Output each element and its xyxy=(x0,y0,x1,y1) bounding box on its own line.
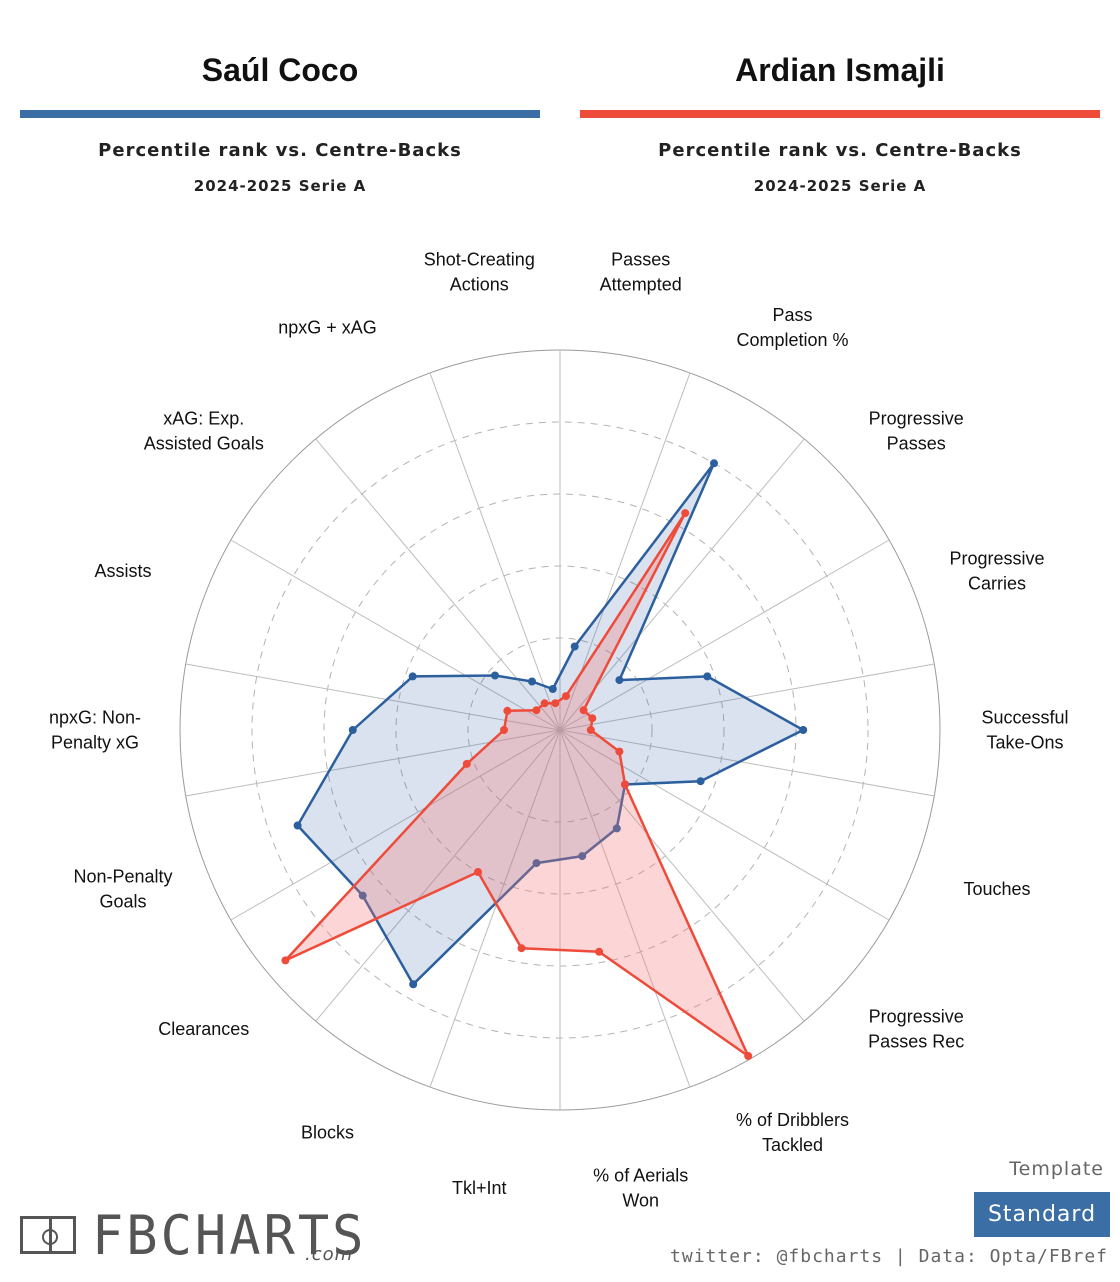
series-point xyxy=(409,980,418,989)
series-point xyxy=(500,726,508,734)
series-point xyxy=(615,747,624,756)
radar-divider xyxy=(559,729,890,921)
player-color-bar-right xyxy=(580,110,1100,118)
radar-divider xyxy=(315,729,561,1022)
series-point xyxy=(503,706,512,715)
radar-divider xyxy=(559,663,935,731)
series-point xyxy=(570,642,579,651)
radar-divider xyxy=(185,729,561,797)
player-title-left: Saúl Coco xyxy=(201,52,359,88)
subtitle-right: Percentile rank vs. Centre-Backs xyxy=(658,140,1022,161)
axis-label: npxG + xAG xyxy=(278,317,377,337)
axis-label: npxG: Non-Penalty xG xyxy=(49,708,141,753)
radar-divider xyxy=(429,729,561,1088)
axis-label: % of Aerials Won xyxy=(593,1165,688,1210)
series-point xyxy=(612,824,621,833)
series-point xyxy=(744,1052,753,1060)
axis-label: Clearances xyxy=(158,1019,249,1039)
axis-label: Tkl+Int xyxy=(452,1178,507,1198)
axis-label: Progressive Carries xyxy=(949,549,1044,594)
series-point xyxy=(474,868,482,876)
player-title-right: Ardian Ismajli xyxy=(735,52,945,88)
axis-label: Non-Penalty Goals xyxy=(73,867,172,912)
season-left: 2024-2025 Serie A xyxy=(193,177,367,195)
series-point xyxy=(358,891,367,900)
player-color-bar-left xyxy=(20,110,540,118)
series-point xyxy=(615,676,624,685)
series-point xyxy=(562,692,570,701)
axis-label: Successful Take-Ons xyxy=(981,708,1068,753)
radar-divider xyxy=(185,663,561,731)
footer-credit: twitter: @fbcharts | Data: Opta/FBref xyxy=(670,1246,1108,1267)
axis-label: Progressive Passes xyxy=(869,409,964,454)
series-point xyxy=(578,852,587,861)
template-button[interactable]: Standard xyxy=(974,1192,1110,1237)
radar-divider xyxy=(559,729,935,797)
series-point xyxy=(588,714,597,723)
series-point xyxy=(621,780,629,789)
radar-divider xyxy=(559,438,805,731)
axis-label: Pass Completion % xyxy=(736,305,848,350)
axis-label: % of Dribblers Tackled xyxy=(736,1110,849,1155)
logo-suffix: .com xyxy=(305,1244,354,1265)
series-point xyxy=(703,672,712,681)
subtitle-left: Percentile rank vs. Centre-Backs xyxy=(98,140,462,161)
radar-divider xyxy=(315,438,561,731)
series-point xyxy=(348,726,357,734)
series-point xyxy=(710,459,718,468)
radar-divider xyxy=(429,372,561,731)
radar-divider xyxy=(559,539,890,731)
axis-label: Blocks xyxy=(301,1123,354,1143)
radar-divider xyxy=(230,729,561,921)
series-point xyxy=(408,672,417,681)
series-point xyxy=(532,706,541,715)
series-point xyxy=(528,677,536,686)
axis-label: Shot-Creating Actions xyxy=(424,250,535,295)
series-point xyxy=(540,699,549,708)
series-point xyxy=(532,859,541,868)
axis-label: Passes Attempted xyxy=(600,250,682,295)
pitch-icon xyxy=(20,1216,76,1254)
series-point xyxy=(681,509,690,518)
template-label: Template xyxy=(1009,1158,1104,1180)
series-point xyxy=(579,706,588,715)
radar-divider xyxy=(559,729,805,1022)
axis-label: Progressive Passes Rec xyxy=(868,1006,964,1051)
series-point xyxy=(586,726,595,734)
series-point xyxy=(595,947,604,956)
series-point xyxy=(551,699,560,708)
series-point xyxy=(548,685,557,693)
series-point xyxy=(462,759,471,768)
axis-label: Touches xyxy=(963,879,1030,899)
series-point xyxy=(293,821,302,830)
series-point xyxy=(517,944,526,953)
series-point xyxy=(491,671,499,680)
series-point xyxy=(696,777,705,786)
logo-wordmark: FBCHARTS xyxy=(92,1204,367,1268)
axis-label: xAG: Exp. Assisted Goals xyxy=(144,409,264,454)
axis-label: Assists xyxy=(94,561,151,581)
series-point xyxy=(281,956,290,965)
radar-divider xyxy=(559,729,691,1088)
series-point xyxy=(799,726,808,734)
radar-divider xyxy=(230,539,561,731)
season-right: 2024-2025 Serie A xyxy=(753,177,927,195)
